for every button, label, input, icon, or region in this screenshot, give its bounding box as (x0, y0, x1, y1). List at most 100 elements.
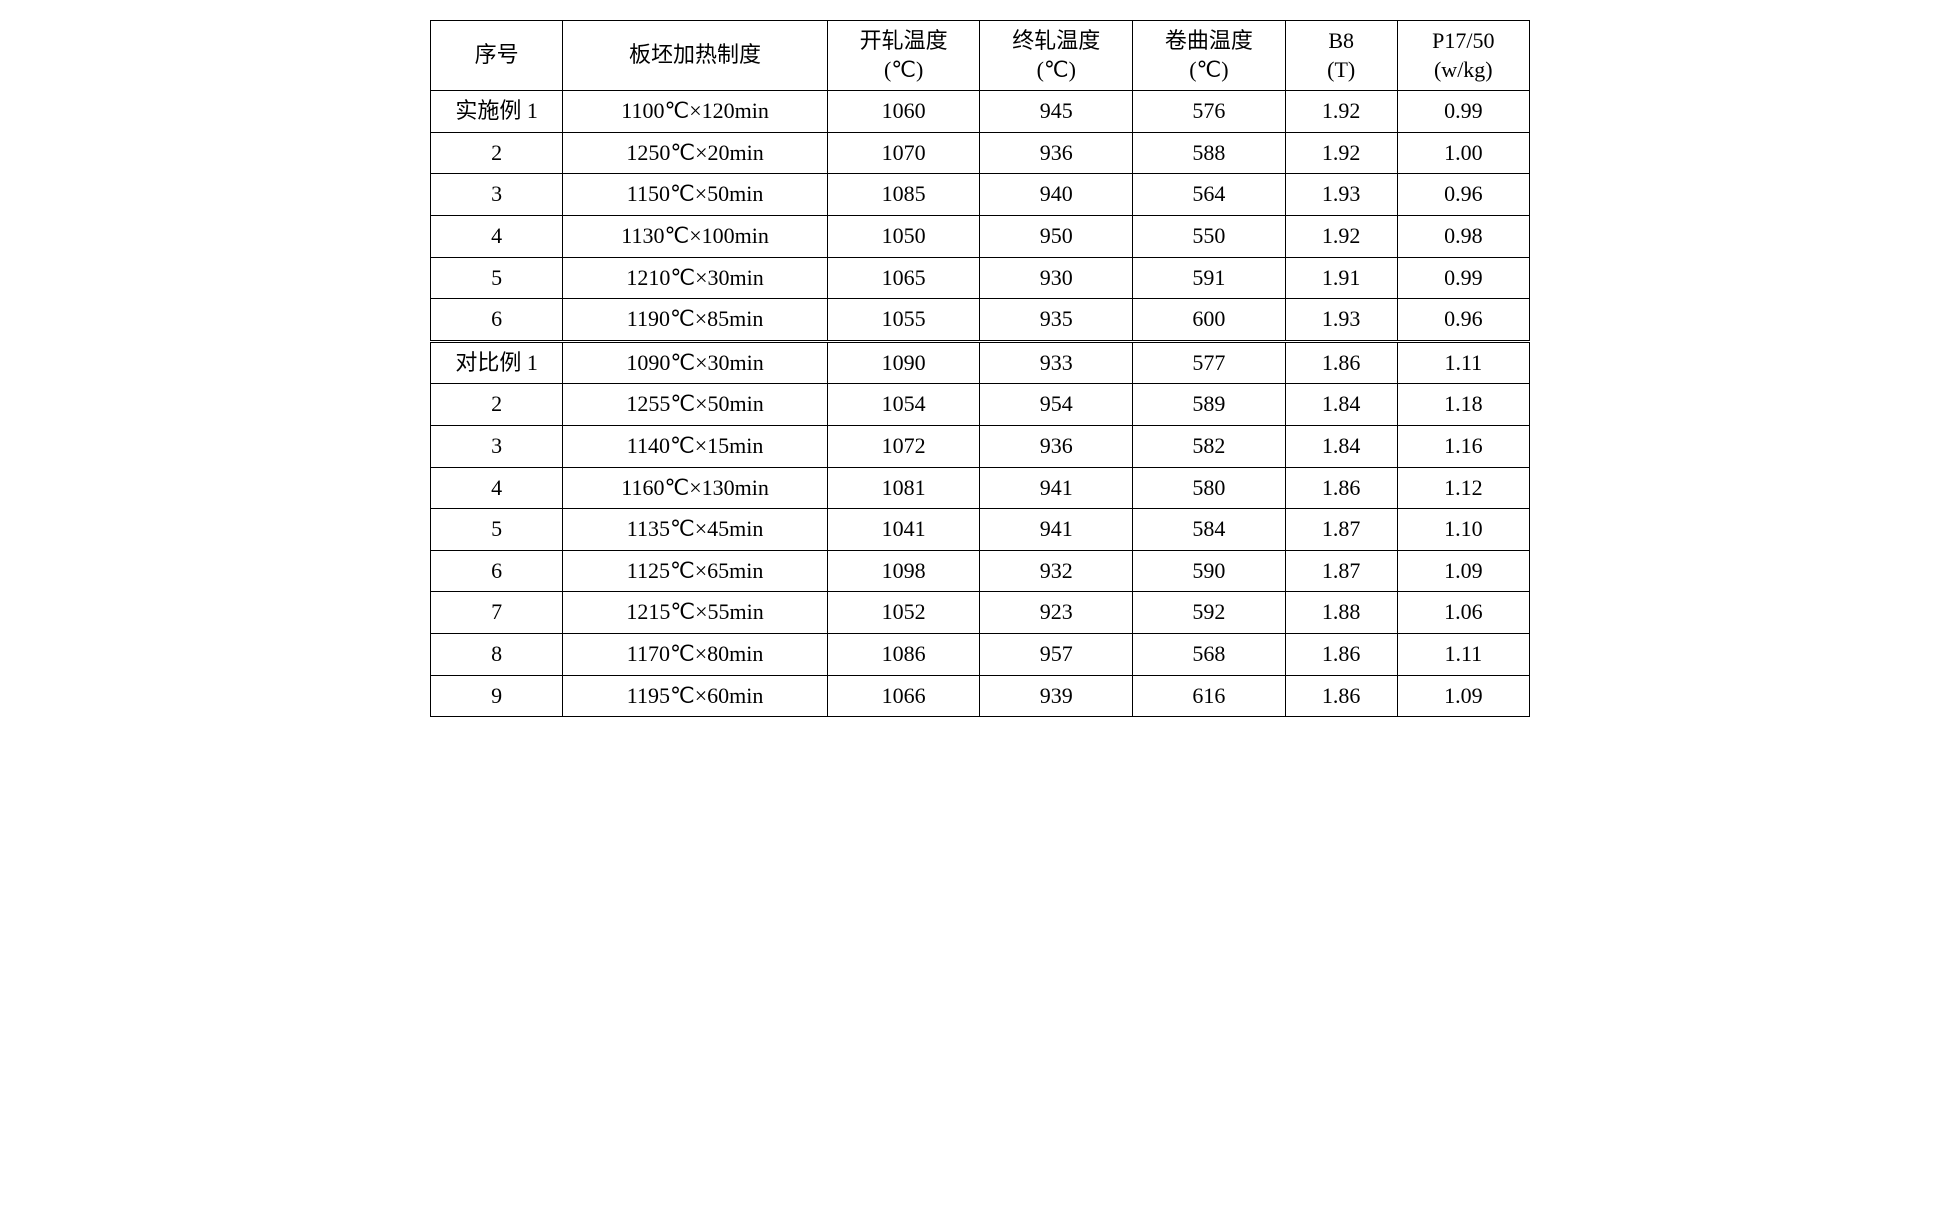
cell-seq: 9 (431, 675, 563, 717)
header-heating-label: 板坯加热制度 (571, 41, 819, 70)
cell-end-temp: 941 (980, 467, 1133, 509)
table-row: 对比例 11090℃×30min10909335771.861.11 (431, 341, 1530, 384)
table-row: 21255℃×50min10549545891.841.18 (431, 384, 1530, 426)
cell-heating: 1210℃×30min (563, 257, 828, 299)
cell-coil-temp: 589 (1133, 384, 1286, 426)
cell-b8: 1.93 (1285, 299, 1397, 342)
cell-b8: 1.86 (1285, 341, 1397, 384)
cell-start-temp: 1060 (827, 91, 980, 133)
header-start-temp-label1: 开轧温度 (836, 27, 972, 56)
cell-end-temp: 933 (980, 341, 1133, 384)
cell-start-temp: 1072 (827, 425, 980, 467)
header-coil-temp-label1: 卷曲温度 (1141, 27, 1277, 56)
cell-start-temp: 1050 (827, 215, 980, 257)
cell-heating: 1170℃×80min (563, 633, 828, 675)
cell-coil-temp: 576 (1133, 91, 1286, 133)
cell-start-temp: 1052 (827, 592, 980, 634)
table-row: 31140℃×15min10729365821.841.16 (431, 425, 1530, 467)
table-body: 实施例 11100℃×120min10609455761.920.9921250… (431, 91, 1530, 717)
table-row: 41160℃×130min10819415801.861.12 (431, 467, 1530, 509)
cell-heating: 1130℃×100min (563, 215, 828, 257)
cell-b8: 1.86 (1285, 633, 1397, 675)
header-b8-label1: B8 (1294, 27, 1389, 56)
table-row: 71215℃×55min10529235921.881.06 (431, 592, 1530, 634)
cell-p17: 0.99 (1397, 257, 1529, 299)
cell-p17: 1.18 (1397, 384, 1529, 426)
cell-end-temp: 940 (980, 174, 1133, 216)
cell-start-temp: 1090 (827, 341, 980, 384)
cell-coil-temp: 550 (1133, 215, 1286, 257)
header-seq: 序号 (431, 21, 563, 91)
table-row: 51135℃×45min10419415841.871.10 (431, 509, 1530, 551)
header-p17: P17/50 (w/kg) (1397, 21, 1529, 91)
cell-end-temp: 932 (980, 550, 1133, 592)
cell-coil-temp: 592 (1133, 592, 1286, 634)
cell-coil-temp: 582 (1133, 425, 1286, 467)
cell-coil-temp: 577 (1133, 341, 1286, 384)
cell-heating: 1140℃×15min (563, 425, 828, 467)
cell-end-temp: 936 (980, 132, 1133, 174)
cell-coil-temp: 590 (1133, 550, 1286, 592)
cell-b8: 1.91 (1285, 257, 1397, 299)
cell-heating: 1255℃×50min (563, 384, 828, 426)
header-coil-temp: 卷曲温度 (℃) (1133, 21, 1286, 91)
table-row: 21250℃×20min10709365881.921.00 (431, 132, 1530, 174)
cell-end-temp: 957 (980, 633, 1133, 675)
cell-heating: 1160℃×130min (563, 467, 828, 509)
cell-seq: 6 (431, 550, 563, 592)
header-start-temp-label2: (℃) (836, 56, 972, 85)
cell-coil-temp: 584 (1133, 509, 1286, 551)
cell-p17: 1.06 (1397, 592, 1529, 634)
header-coil-temp-label2: (℃) (1141, 56, 1277, 85)
cell-start-temp: 1086 (827, 633, 980, 675)
table-row: 41130℃×100min10509505501.920.98 (431, 215, 1530, 257)
cell-start-temp: 1055 (827, 299, 980, 342)
cell-seq: 4 (431, 215, 563, 257)
cell-heating: 1090℃×30min (563, 341, 828, 384)
cell-seq: 3 (431, 425, 563, 467)
table-row: 61190℃×85min10559356001.930.96 (431, 299, 1530, 342)
cell-seq: 5 (431, 257, 563, 299)
header-row: 序号 板坯加热制度 开轧温度 (℃) 终轧温度 (℃) 卷曲温度 (℃) B8 … (431, 21, 1530, 91)
cell-end-temp: 950 (980, 215, 1133, 257)
cell-heating: 1195℃×60min (563, 675, 828, 717)
cell-heating: 1100℃×120min (563, 91, 828, 133)
cell-end-temp: 945 (980, 91, 1133, 133)
header-start-temp: 开轧温度 (℃) (827, 21, 980, 91)
cell-coil-temp: 600 (1133, 299, 1286, 342)
cell-seq: 6 (431, 299, 563, 342)
cell-heating: 1135℃×45min (563, 509, 828, 551)
cell-heating: 1150℃×50min (563, 174, 828, 216)
table-row: 实施例 11100℃×120min10609455761.920.99 (431, 91, 1530, 133)
cell-start-temp: 1041 (827, 509, 980, 551)
cell-end-temp: 941 (980, 509, 1133, 551)
header-seq-label: 序号 (439, 41, 554, 70)
cell-start-temp: 1054 (827, 384, 980, 426)
cell-p17: 1.11 (1397, 341, 1529, 384)
cell-coil-temp: 616 (1133, 675, 1286, 717)
header-p17-label2: (w/kg) (1406, 56, 1521, 85)
cell-seq: 实施例 1 (431, 91, 563, 133)
data-table: 序号 板坯加热制度 开轧温度 (℃) 终轧温度 (℃) 卷曲温度 (℃) B8 … (430, 20, 1530, 717)
cell-coil-temp: 588 (1133, 132, 1286, 174)
cell-b8: 1.86 (1285, 467, 1397, 509)
cell-start-temp: 1065 (827, 257, 980, 299)
cell-p17: 1.09 (1397, 550, 1529, 592)
cell-seq: 3 (431, 174, 563, 216)
cell-heating: 1125℃×65min (563, 550, 828, 592)
cell-coil-temp: 580 (1133, 467, 1286, 509)
cell-start-temp: 1081 (827, 467, 980, 509)
table-header: 序号 板坯加热制度 开轧温度 (℃) 终轧温度 (℃) 卷曲温度 (℃) B8 … (431, 21, 1530, 91)
cell-b8: 1.87 (1285, 550, 1397, 592)
table-row: 81170℃×80min10869575681.861.11 (431, 633, 1530, 675)
cell-p17: 1.00 (1397, 132, 1529, 174)
header-end-temp-label1: 终轧温度 (988, 27, 1124, 56)
header-p17-label1: P17/50 (1406, 27, 1521, 56)
cell-end-temp: 935 (980, 299, 1133, 342)
cell-p17: 0.98 (1397, 215, 1529, 257)
cell-b8: 1.87 (1285, 509, 1397, 551)
cell-p17: 1.12 (1397, 467, 1529, 509)
cell-start-temp: 1085 (827, 174, 980, 216)
cell-p17: 1.09 (1397, 675, 1529, 717)
cell-seq: 对比例 1 (431, 341, 563, 384)
